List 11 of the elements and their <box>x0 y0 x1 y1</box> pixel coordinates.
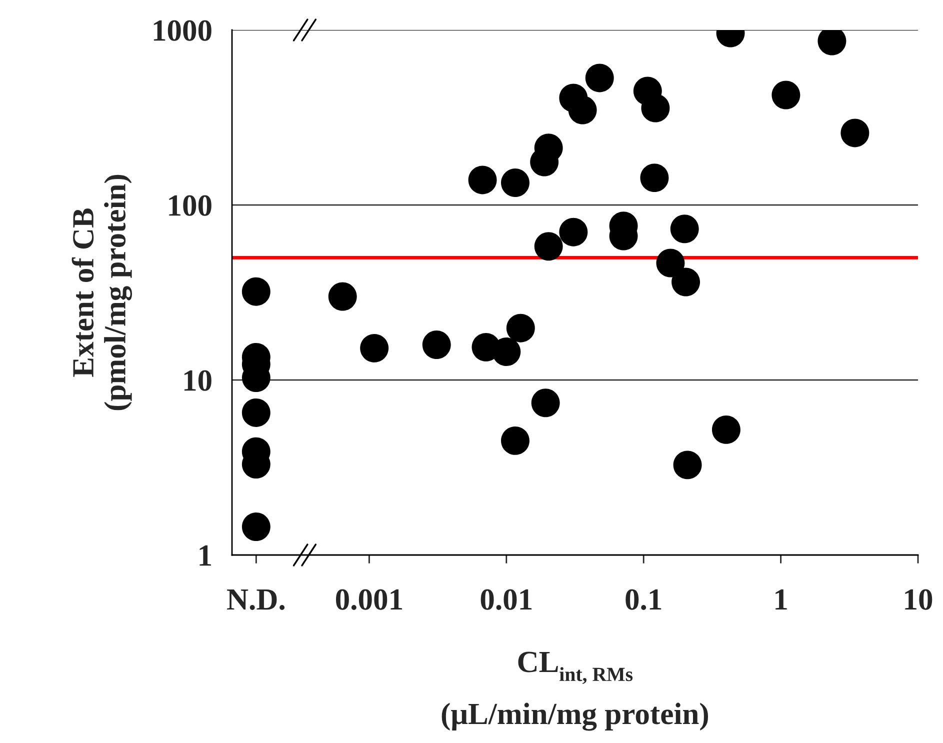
y-tick-label: 10 <box>184 370 212 391</box>
y-tick-label: 100 <box>169 195 212 216</box>
x-tick-label: 0.001 <box>336 589 402 610</box>
x-tick-label: 0.01 <box>480 589 532 610</box>
y-tick-label: 1 <box>200 545 211 566</box>
x-tick-label: 0.1 <box>626 589 662 610</box>
x-tick-label: 10 <box>905 589 932 610</box>
y-tick-label: 1000 <box>154 20 212 41</box>
y-axis-title: Extent of CB (pmol/mg protein) <box>72 174 132 410</box>
x-tick-label: N.D. <box>227 590 285 610</box>
x-tick-label: 1 <box>776 589 787 610</box>
